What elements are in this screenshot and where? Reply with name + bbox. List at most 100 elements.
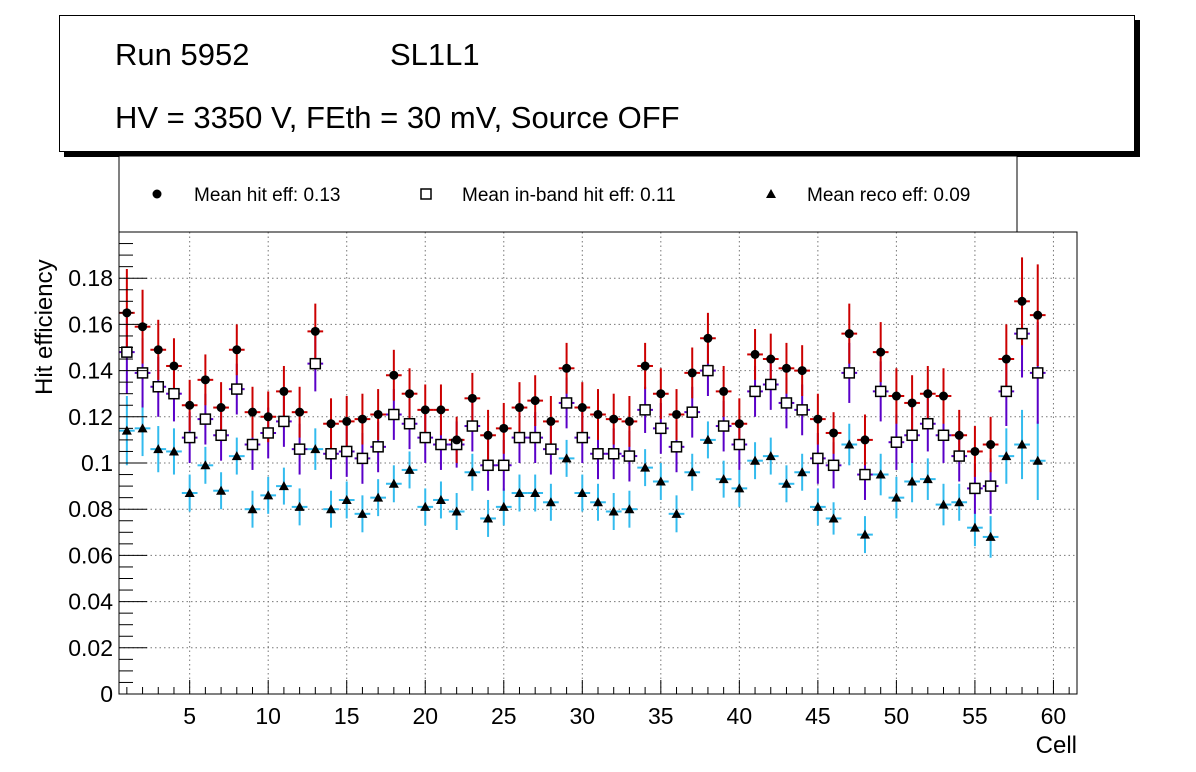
y-tick-label: 0.18	[68, 265, 113, 291]
reco-eff-point	[875, 469, 886, 479]
reco-eff-point	[231, 451, 242, 461]
hit-eff-point	[562, 363, 572, 373]
hit-eff-point	[876, 347, 886, 357]
inband-eff-point	[325, 448, 337, 460]
hit-eff-point	[750, 349, 760, 359]
reco-eff-point	[247, 504, 258, 514]
inband-eff-point	[309, 357, 322, 370]
reco-eff-point	[593, 497, 603, 507]
inband-eff-point	[859, 468, 871, 481]
reco-eff-point	[121, 425, 132, 435]
reco-eff-point	[954, 497, 965, 507]
hit-eff-point	[405, 389, 415, 399]
reco-eff-point	[153, 444, 164, 454]
reco-eff-point	[200, 460, 211, 470]
inband-eff-point	[1000, 385, 1013, 398]
inband-eff-point	[183, 431, 196, 444]
reco-eff-point	[435, 494, 446, 504]
reco-eff-point	[483, 513, 494, 523]
hit-eff-point	[954, 430, 964, 440]
inband-eff-point	[435, 438, 447, 451]
hit-eff-point	[844, 329, 854, 339]
hit-eff-point	[420, 405, 430, 415]
reco-eff-point	[278, 481, 289, 491]
inband-eff-point	[231, 383, 243, 395]
hit-eff-point	[216, 403, 226, 413]
hit-eff-point	[939, 391, 949, 401]
hit-eff-point	[1001, 354, 1011, 364]
hit-eff-point	[891, 391, 901, 401]
inband-eff-point	[419, 431, 431, 444]
x-tick-label: 15	[334, 703, 360, 729]
hit-eff-point	[200, 375, 210, 385]
inband-eff-point	[136, 367, 149, 379]
inband-eff-point	[655, 422, 667, 435]
hit-eff-point	[342, 416, 352, 426]
reco-eff-point	[734, 483, 745, 493]
hit-eff-point	[310, 326, 320, 336]
reco-eff-point	[922, 474, 933, 484]
hit-eff-point	[452, 435, 462, 445]
hit-eff-point	[169, 361, 179, 371]
hit-eff-point	[829, 428, 839, 438]
hit-eff-point	[138, 322, 148, 332]
hit-eff-point	[1017, 296, 1027, 306]
inband-eff-point	[733, 438, 746, 451]
inband-eff-point	[152, 381, 165, 393]
inband-eff-point	[1016, 327, 1028, 340]
reco-eff-point	[702, 434, 713, 444]
inband-eff-point	[670, 441, 683, 453]
hit-eff-point	[766, 354, 776, 364]
hit-eff-point	[279, 386, 289, 396]
inband-eff-point	[513, 431, 526, 444]
hit-eff-point	[530, 396, 540, 406]
inband-eff-point	[372, 441, 384, 453]
inband-eff-point	[576, 431, 589, 444]
hit-eff-point	[232, 345, 242, 355]
reco-eff-point	[938, 499, 949, 509]
reco-eff-point	[1001, 451, 1012, 461]
inband-eff-point	[388, 408, 400, 421]
inband-eff-point	[482, 459, 494, 472]
reco-eff-point	[326, 504, 337, 514]
y-axis-title: Hit efficiency	[31, 259, 58, 395]
inband-eff-point	[812, 452, 824, 465]
title-box: Run 5952 SL1L1 HV = 3350 V, FEth = 30 mV…	[59, 15, 1135, 152]
hit-eff-point	[797, 366, 807, 376]
legend-box	[118, 155, 1018, 233]
hit-eff-point	[295, 407, 305, 417]
legend-marker-reco	[766, 189, 776, 198]
y-tick-label: 0.02	[68, 635, 113, 661]
inband-eff-point	[529, 431, 541, 444]
x-tick-label: 25	[491, 703, 517, 729]
inband-eff-point	[702, 364, 714, 377]
hit-eff-point	[499, 423, 509, 433]
inband-eff-point	[686, 406, 698, 418]
reco-eff-point	[168, 446, 179, 456]
inband-eff-point	[545, 443, 557, 455]
reco-eff-point	[640, 462, 651, 472]
y-tick-label: 0.12	[68, 404, 113, 430]
inband-eff-point	[121, 346, 133, 358]
data-layer	[119, 257, 1046, 558]
hit-eff-point	[326, 419, 336, 429]
y-tick-label: 0.1	[81, 450, 113, 476]
y-tick-label: 0.08	[68, 496, 113, 522]
conditions-label: HV = 3350 V, FEth = 30 mV, Source OFF	[115, 100, 680, 135]
hit-eff-point	[656, 389, 666, 399]
inband-eff-point	[890, 436, 903, 448]
x-tick-label: 10	[255, 703, 281, 729]
x-tick-label: 45	[805, 703, 831, 729]
y-tick-label: 0.16	[68, 311, 113, 337]
reco-eff-point	[263, 490, 274, 500]
hit-eff-point	[1033, 310, 1043, 320]
reco-eff-point	[577, 488, 588, 498]
reco-eff-point	[451, 506, 462, 516]
inband-eff-point	[639, 404, 651, 416]
legend-marker-hit	[152, 189, 162, 199]
hit-eff-point	[153, 345, 163, 355]
hit-eff-point	[860, 435, 870, 445]
reco-eff-point	[750, 455, 761, 465]
hit-eff-point	[923, 389, 933, 399]
